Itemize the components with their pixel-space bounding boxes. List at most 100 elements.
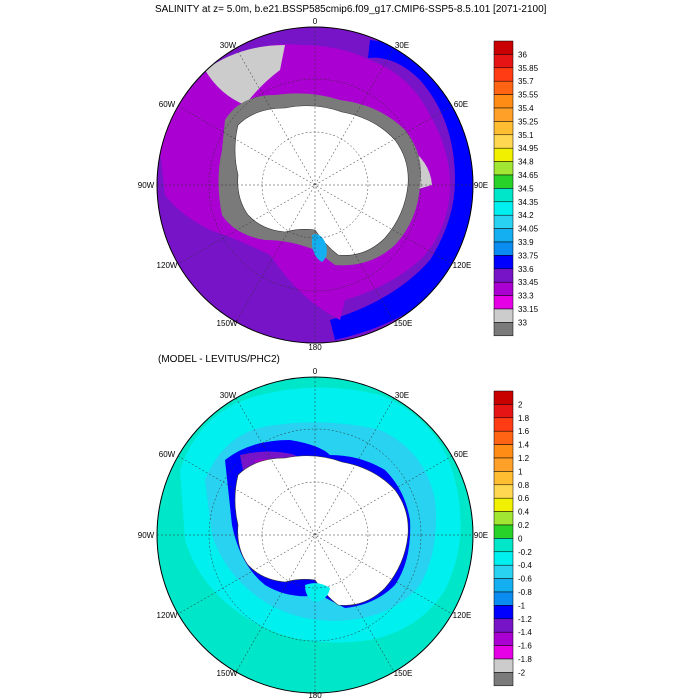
panel2-colorbar-label: -2 (518, 668, 526, 677)
panel2-lon-90e: 90E (474, 531, 488, 540)
panel2-colorbar-cell (493, 524, 514, 539)
panel2-lon-120w: 120W (157, 611, 178, 620)
panel2-colorbar-cell (493, 538, 514, 553)
panel2-lon-60e: 60E (454, 450, 468, 459)
panel2-colorbar: 2 1.8 1.6 1.4 1.2 1 0.8 0.6 0.4 0.2 0 -0.2 -0.4 -0.6 -… (493, 390, 532, 687)
panel1-colorbar-cell (493, 147, 514, 162)
panel1-colorbar-label: 35.25 (518, 117, 539, 126)
panel2-colorbar-label: 1.8 (518, 414, 530, 423)
panel1-colorbar-label: 33.3 (518, 292, 534, 301)
panel2-colorbar-label: 0.4 (518, 508, 530, 517)
panel1-colorbar-cell (493, 281, 514, 296)
panel1-lon-30e: 30E (395, 41, 409, 50)
panel1-colorbar-label: 34.35 (518, 198, 539, 207)
panel2-colorbar-cell (493, 672, 514, 687)
panel1-colorbar-label: 33.75 (518, 251, 539, 260)
panel1-lon-90e: 90E (474, 181, 488, 190)
panel1-lon-0: 0 (313, 17, 318, 26)
panel2-colorbar-cell (493, 631, 514, 646)
panel1-title: SALINITY at z= 5.0m, b.e21.BSSP585cmip6.… (155, 4, 547, 15)
panel2-colorbar-label: -0.6 (518, 575, 532, 584)
panel2-colorbar-cell (493, 404, 514, 419)
panel1-colorbar-cell (493, 322, 514, 337)
panel2-colorbar-cell (493, 605, 514, 620)
panel1-colorbar-cell (493, 174, 514, 189)
panel2-lon-0: 0 (313, 367, 318, 376)
panel1-colorbar-label: 36 (518, 50, 527, 59)
panel1-colorbar-label: 33.6 (518, 265, 534, 274)
panel2-colorbar-label: 0.8 (518, 481, 530, 490)
panel2-colorbar-label: 0.6 (518, 494, 530, 503)
panel1-colorbar-label: 35.1 (518, 131, 534, 140)
panel2-colorbar-cell (493, 511, 514, 526)
panel1-colorbar: 36 35.85 35.7 35.55 35.4 35.25 35.1 34.95 34.8 34… (493, 40, 539, 337)
panel1-colorbar-cell (493, 228, 514, 243)
panel1-gray-patch-nw (205, 45, 285, 105)
panel2-colorbar-cell (493, 591, 514, 606)
panel2-colorbar-label: -1 (518, 601, 526, 610)
panel2-lon-labels: 0 30E 60E 90E 120E 150E 180 150W 120W 90… (138, 367, 488, 700)
panel1-colorbar-cell (493, 268, 514, 283)
panel2-colorbar-cell (493, 497, 514, 512)
panel2-colorbar-cell (493, 578, 514, 593)
panel1-colorbar-cell (493, 134, 514, 149)
panel1-lon-labels: 0 30E 60E 90E 120E 150E 180 150W 120W 90… (138, 17, 488, 352)
panel1-map-border (156, 26, 474, 344)
panel1-colorbar-label: 35.4 (518, 104, 534, 113)
panel1-colorbar-label: 34.5 (518, 184, 534, 193)
panel2-colorbar-cell (493, 658, 514, 673)
panel1-colorbar-label: 34.8 (518, 158, 534, 167)
panel1-colorbar-cell (493, 67, 514, 82)
panel1-colorbar-label: 33.9 (518, 238, 534, 247)
panel1-colorbar-cell (493, 255, 514, 270)
panel2-colorbar-label: 0 (518, 534, 523, 543)
panel2-colorbar-cell (493, 457, 514, 472)
panel2-colorbar-cell (493, 484, 514, 499)
panel1-colorbar-label: 34.2 (518, 211, 534, 220)
panel1-colorbar-cell (493, 241, 514, 256)
panel1-colorbar-cell (493, 295, 514, 310)
panel2-map-border (156, 376, 474, 694)
panel2-lon-90w: 90W (138, 531, 155, 540)
panel2-colorbar-cell (493, 551, 514, 566)
panel1-colorbar-cell (493, 107, 514, 122)
panel1-colorbar-label: 34.05 (518, 225, 539, 234)
panel2-colorbar-label: -0.4 (518, 561, 532, 570)
panel1-colorbar-cell (493, 94, 514, 109)
panel2-colorbar-label: 1.6 (518, 427, 530, 436)
panel2-colorbar-label: 1.2 (518, 454, 530, 463)
panel2-colorbar-cell (493, 390, 514, 405)
panel2-colorbar-cell (493, 564, 514, 579)
panel2-lon-120e: 120E (453, 611, 472, 620)
panel2-lon-60w: 60W (159, 450, 176, 459)
panel1-gridlines (157, 27, 473, 343)
panel2-colorbar-label: 0.2 (518, 521, 530, 530)
panel2-colorbar-cell (493, 417, 514, 432)
panel1-lon-150e: 150E (394, 319, 413, 328)
panel2-lon-150e: 150E (394, 669, 413, 678)
panel1-colorbar-cell (493, 308, 514, 323)
panel2-colorbar-label: -1.8 (518, 655, 532, 664)
panel1-colorbar-cell (493, 121, 514, 136)
panel1-lon-120w: 120W (157, 261, 178, 270)
panel2-colorbar-cell (493, 444, 514, 459)
panel1-colorbar-label: 35.85 (518, 64, 539, 73)
panel1-colorbar-cell (493, 161, 514, 176)
panel1-blue-band (330, 40, 473, 340)
panel1-colorbar-cell (493, 40, 514, 55)
panel2-colorbar-label: -1.4 (518, 628, 532, 637)
panel1-colorbar-label: 33.45 (518, 278, 539, 287)
panel1-lon-150w: 150W (217, 319, 238, 328)
panel2-colorbar-cell (493, 471, 514, 486)
panel2-colorbar-label: -1.2 (518, 615, 532, 624)
panel1-lon-30w: 30W (220, 41, 237, 50)
panel2-colorbar-label: 1 (518, 467, 523, 476)
panel1-colorbar-label: 35.7 (518, 77, 534, 86)
panel2-colorbar-label: -0.2 (518, 548, 532, 557)
panel2-colorbar-cell (493, 430, 514, 445)
panel2-colorbar-label: 2 (518, 400, 523, 409)
panel1-lon-90w: 90W (138, 181, 155, 190)
panel1-colorbar-label: 34.65 (518, 171, 539, 180)
panel1-colorbar-label: 33 (518, 318, 527, 327)
panel1-colorbar-cell (493, 214, 514, 229)
